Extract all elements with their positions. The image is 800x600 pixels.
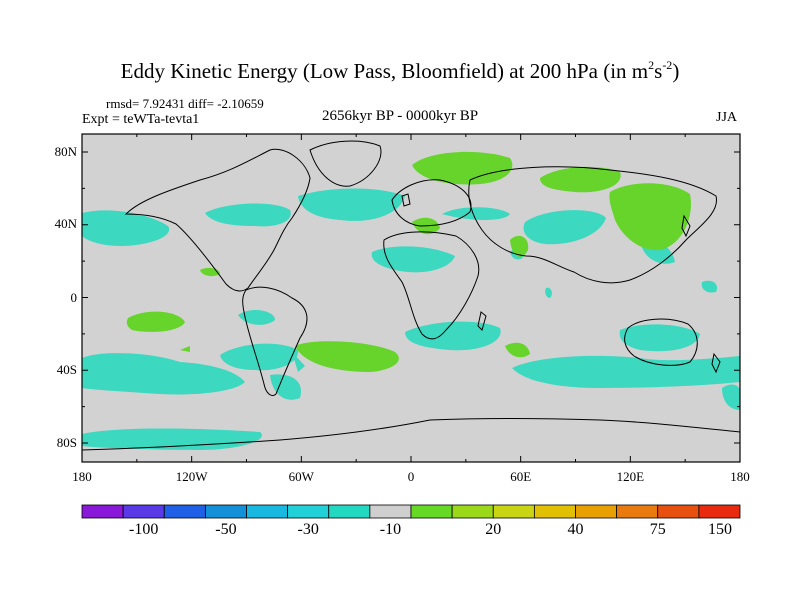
coast-asia <box>468 166 717 284</box>
colorbar-swatch <box>122 504 165 519</box>
x-tick-label: 180 <box>72 469 92 484</box>
experiment-label: Expt = teWTa-tevta1 <box>82 112 200 127</box>
neg-region-tasman <box>722 384 740 410</box>
coast-south-america <box>242 286 308 397</box>
coast-antarctica <box>82 418 740 451</box>
x-tick-label: 120W <box>175 469 208 484</box>
neg-region-west-atlantic <box>292 352 305 372</box>
coast-europe <box>391 179 472 227</box>
pos-region-east-asia <box>609 183 691 251</box>
pos-region-south-atlantic <box>295 341 399 372</box>
x-tick-label: 0 <box>407 469 415 484</box>
colorbar-swatch <box>657 504 700 519</box>
pos-region-south-pacific-small <box>180 346 190 352</box>
colorbar-swatch <box>575 504 618 519</box>
colorbar-swatch <box>492 504 535 519</box>
coast-new-zealand <box>711 352 721 374</box>
coastlines <box>82 140 740 451</box>
pos-region-eastern-pacific <box>126 311 185 332</box>
x-tick-label: 120E <box>616 469 645 484</box>
pos-region-middle-east <box>510 235 529 257</box>
neg-region-south-pacific-east <box>220 343 299 371</box>
colorbar <box>81 504 741 519</box>
colorbar-swatch <box>163 504 206 519</box>
neg-region-southeast-pacific <box>270 374 301 400</box>
plot-title: Eddy Kinetic Energy (Low Pass, Bloomfiel… <box>120 58 680 83</box>
colorbar-swatch <box>369 504 412 519</box>
neg-region-indian-small <box>545 287 552 298</box>
y-tick-label: 80S <box>56 435 77 450</box>
coast-greenland <box>309 140 382 187</box>
coast-africa <box>383 231 480 340</box>
neg-region-pacific-north-far-east <box>701 280 718 293</box>
period-label: 2656kyr BP - 0000kyr BP <box>322 108 479 124</box>
colorbar-swatch <box>410 504 453 519</box>
colorbar-swatch <box>533 504 576 519</box>
pos-region-indian-ocean <box>505 342 530 358</box>
colorbar-label: -30 <box>297 521 319 538</box>
neg-region-south-pacific-west <box>82 353 245 395</box>
colorbar-label: -10 <box>379 521 402 538</box>
coast-japan <box>681 214 691 238</box>
neg-region-south-atlantic <box>238 309 275 325</box>
neg-region-europe-east <box>442 207 510 220</box>
colorbar-swatch <box>246 504 289 519</box>
neg-region-indian-ocean <box>405 321 501 351</box>
colorbar-swatch <box>616 504 659 519</box>
coast-australia <box>624 318 698 366</box>
coast-uk <box>401 193 411 207</box>
colorbar-swatch <box>287 504 330 519</box>
neg-region-southern-indian-ocean <box>512 355 740 388</box>
map-panel <box>82 134 740 462</box>
x-tick-label: 180 <box>730 469 750 484</box>
y-tick-label: 40S <box>56 362 77 377</box>
colorbar-label: 20 <box>485 521 502 538</box>
coast-madagascar <box>477 311 487 331</box>
y-tick-label: 80N <box>54 144 77 159</box>
colorbar-label: 75 <box>649 521 666 538</box>
colorbar-swatch <box>81 504 124 519</box>
neg-region-central-asia <box>523 210 606 245</box>
map-background <box>82 134 740 462</box>
neg-region-south-america-cape <box>82 428 262 450</box>
coast-north-america <box>124 148 311 292</box>
pos-region-siberia <box>540 166 621 193</box>
neg-region-north-america <box>205 203 291 227</box>
axis-ticks <box>81 134 741 462</box>
season-label: JJA <box>716 110 738 125</box>
neg-region-mediterranean <box>371 246 455 273</box>
colorbar-swatch <box>328 504 371 519</box>
colorbar-swatch <box>204 504 247 519</box>
y-tick-label: 40N <box>54 216 77 231</box>
pos-region-arctic-europe <box>412 151 513 185</box>
colorbar-label: 40 <box>567 521 584 538</box>
colorbar-label: 150 <box>708 521 732 538</box>
colorbar-label: -100 <box>129 521 159 538</box>
x-tick-label: 60E <box>510 469 532 484</box>
y-tick-label: 0 <box>70 290 78 305</box>
x-tick-label: 60W <box>288 469 314 484</box>
positive-anomaly-regions <box>126 151 691 372</box>
neg-region-australia <box>619 324 700 352</box>
colorbar-swatch <box>698 504 741 519</box>
neg-region-north-atlantic <box>298 188 405 221</box>
stats-text: rmsd= 7.92431 diff= -2.10659 <box>106 96 264 111</box>
colorbar-swatch <box>451 504 494 519</box>
colorbar-label: -50 <box>215 521 237 538</box>
neg-region-north-pacific-east <box>82 210 170 246</box>
